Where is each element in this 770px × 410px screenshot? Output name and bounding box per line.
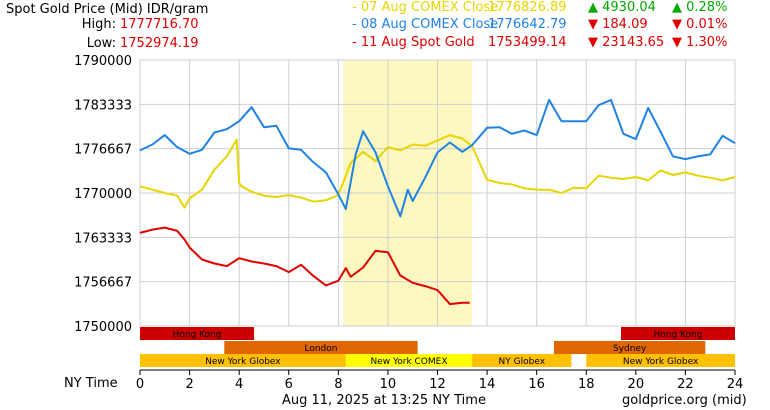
- x-tick-label: 22: [677, 377, 694, 392]
- legend-pct-08aug: ▼ 0.01%: [672, 17, 728, 32]
- timestamp: Aug 11, 2025 at 13:25 NY Time: [282, 393, 486, 408]
- x-tick-label: 6: [285, 377, 293, 392]
- x-tick-label: 0: [136, 377, 144, 392]
- session-label-london: London: [304, 344, 337, 354]
- high-label: High:: [81, 17, 116, 32]
- session-bar-ny-globex: [472, 354, 572, 367]
- y-tick-label: 1770000: [74, 187, 132, 202]
- session-bar-new-york-globex: [586, 354, 735, 367]
- legend-change-11aug: ▼ 23143.65: [588, 35, 665, 50]
- x-tick-label: 10: [380, 377, 397, 392]
- legend-price-08aug: 1776642.79: [488, 17, 567, 32]
- session-label-new-york-globex: New York Globex: [623, 357, 699, 367]
- x-tick-label: 24: [727, 377, 744, 392]
- chart-title: Spot Gold Price (Mid) IDR/gram: [6, 2, 209, 17]
- high-value: 1777716.70: [120, 17, 199, 32]
- series-line-0: [139, 134, 736, 209]
- session-label-hong-kong: Hong Kong: [173, 330, 222, 340]
- session-bar-hong-kong: [620, 327, 735, 340]
- session-bar-hong-kong: [140, 327, 255, 340]
- x-tick-label: 18: [578, 377, 595, 392]
- session-bar-new-york-comex: [345, 354, 473, 367]
- legend-price-07aug: 1776826.89: [488, 0, 567, 15]
- x-axis-name: NY Time: [64, 376, 118, 391]
- series-line-2: [139, 226, 470, 306]
- legend-label-07aug: - 07 Aug COMEX Close: [352, 0, 499, 15]
- session-bar-london: [224, 341, 418, 354]
- series-line-1: [139, 98, 736, 218]
- x-tick-label: 8: [334, 377, 342, 392]
- session-bar-sydney: [554, 341, 706, 354]
- y-tick-label: 1763333: [74, 231, 132, 246]
- session-label-new-york-comex: New York COMEX: [370, 357, 447, 367]
- legend-change-07aug: ▲ 4930.04: [588, 0, 656, 15]
- legend-price-11aug: 1753499.14: [488, 35, 567, 50]
- legend-pct-11aug: ▼ 1.30%: [672, 35, 728, 50]
- y-tick-label: 1750000: [74, 320, 132, 335]
- session-bar-new-york-globex: [140, 354, 346, 367]
- session-label-new-york-globex: New York Globex: [205, 357, 281, 367]
- y-tick-label: 1790000: [74, 54, 132, 69]
- legend-pct-07aug: ▲ 0.28%: [672, 0, 728, 15]
- session-label-ny-globex: NY Globex: [499, 357, 546, 367]
- x-tick-label: 20: [628, 377, 645, 392]
- x-tick-label: 16: [528, 377, 545, 392]
- y-tick-label: 1756667: [74, 276, 132, 291]
- legend-change-08aug: ▼ 184.09: [588, 17, 648, 32]
- x-tick-label: 2: [185, 377, 193, 392]
- session-label-hong-kong: Hong Kong: [654, 330, 703, 340]
- x-tick-label: 14: [479, 377, 496, 392]
- y-tick-label: 1776667: [74, 143, 132, 158]
- legend-label-11aug: - 11 Aug Spot Gold: [352, 35, 475, 50]
- source-credit: goldprice.org (mid): [622, 393, 747, 408]
- x-tick-label: 12: [429, 377, 446, 392]
- low-label: Low:: [86, 36, 116, 51]
- y-tick-label: 1783333: [74, 98, 132, 113]
- session-label-sydney: Sydney: [613, 344, 647, 354]
- legend-label-08aug: - 08 Aug COMEX Close: [352, 17, 499, 32]
- x-tick-label: 4: [235, 377, 243, 392]
- low-value: 1752974.19: [120, 36, 199, 51]
